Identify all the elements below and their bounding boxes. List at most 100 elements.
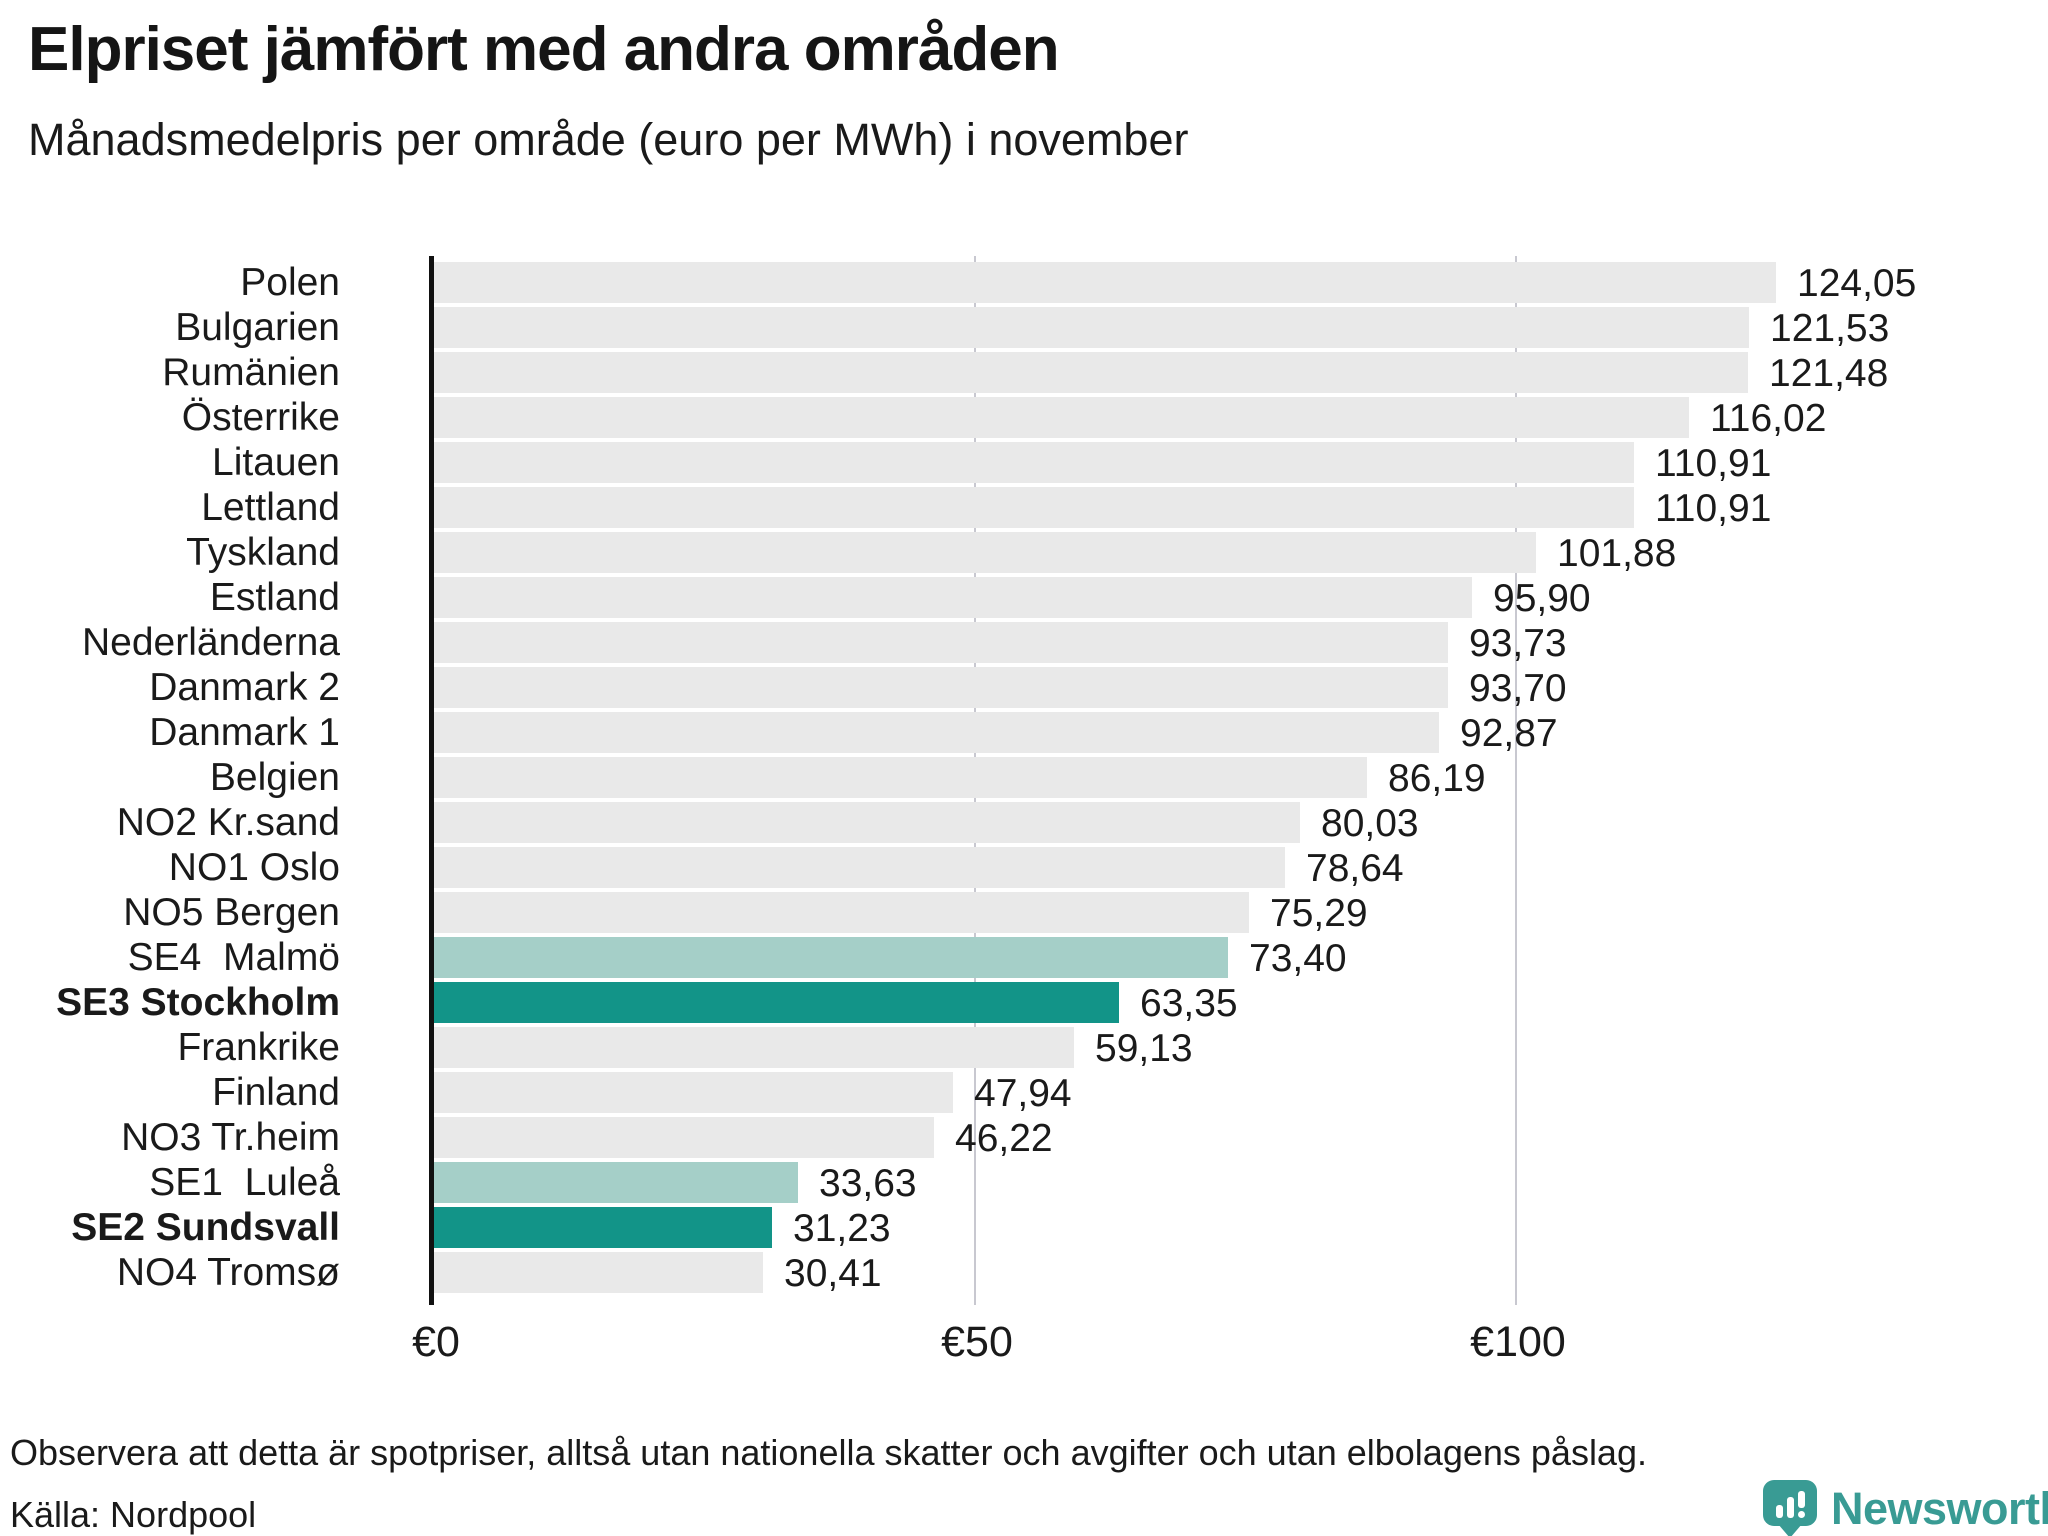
bar-row: NO4 Tromsø 30,41 xyxy=(0,1250,2048,1295)
category-label: Polen xyxy=(240,261,340,304)
newsworthy-pin-icon xyxy=(1763,1480,1817,1536)
bar xyxy=(434,757,1367,798)
bar-row: NO1 Oslo 78,64 xyxy=(0,845,2048,890)
bar xyxy=(434,892,1249,933)
bar-row: SE2 Sundsvall 31,23 xyxy=(0,1205,2048,1250)
chart-footnote: Observera att detta är spotpriser, allts… xyxy=(10,1432,1647,1473)
bar xyxy=(434,397,1689,438)
bar xyxy=(434,487,1634,528)
category-label: Tyskland xyxy=(186,531,340,574)
value-label: 46,22 xyxy=(955,1117,1053,1160)
value-label: 93,70 xyxy=(1469,667,1567,710)
category-label: Finland xyxy=(212,1071,340,1114)
bar-row: SE3 Stockholm 63,35 xyxy=(0,980,2048,1025)
bar-row: Litauen 110,91 xyxy=(0,440,2048,485)
logo-bar-icon xyxy=(1775,1505,1783,1518)
bar-row: NO5 Bergen 75,29 xyxy=(0,890,2048,935)
category-label: Österrike xyxy=(181,396,340,439)
bar xyxy=(434,532,1536,573)
source-attribution: Källa: Nordpool xyxy=(10,1494,257,1535)
category-label: SE3 Stockholm xyxy=(56,981,340,1024)
category-label: Estland xyxy=(209,576,340,619)
bar-row: Belgien 86,19 xyxy=(0,755,2048,800)
value-label: 75,29 xyxy=(1270,892,1368,935)
bar-row: SE1 Luleå 33,63 xyxy=(0,1160,2048,1205)
category-label: Litauen xyxy=(212,441,340,484)
bar-row: Danmark 2 93,70 xyxy=(0,665,2048,710)
logo-bar-icon xyxy=(1786,1497,1794,1518)
category-label: SE2 Sundsvall xyxy=(71,1206,340,1249)
category-label: NO1 Oslo xyxy=(168,846,340,889)
bar-row: Estland 95,90 xyxy=(0,575,2048,620)
category-label: NO2 Kr.sand xyxy=(116,801,340,844)
category-label: Danmark 2 xyxy=(149,666,340,709)
bar xyxy=(434,577,1472,618)
gridline xyxy=(1515,256,1517,1305)
bar xyxy=(434,802,1300,843)
bar xyxy=(434,1027,1074,1068)
bar-row: Rumänien 121,48 xyxy=(0,350,2048,395)
bar xyxy=(434,262,1776,303)
category-label: Lettland xyxy=(201,486,340,529)
bar-row: Danmark 1 92,87 xyxy=(0,710,2048,755)
value-label: 121,53 xyxy=(1770,307,1890,350)
bar-row: Lettland 110,91 xyxy=(0,485,2048,530)
value-label: 30,41 xyxy=(784,1252,882,1295)
value-label: 116,02 xyxy=(1710,397,1827,440)
value-label: 33,63 xyxy=(819,1162,917,1205)
chart-title: Elpriset jämfört med andra områden xyxy=(28,15,1060,84)
bar xyxy=(434,442,1634,483)
bar xyxy=(434,982,1119,1023)
value-label: 78,64 xyxy=(1306,847,1404,890)
category-label: Frankrike xyxy=(177,1026,340,1069)
bar-row: Finland 47,94 xyxy=(0,1070,2048,1115)
bar xyxy=(434,937,1228,978)
value-label: 93,73 xyxy=(1469,622,1567,665)
category-label: Danmark 1 xyxy=(149,711,340,754)
category-label: SE4 Malmö xyxy=(127,936,340,979)
category-label: NO4 Tromsø xyxy=(116,1251,340,1294)
bar-row: Polen 124,05 xyxy=(0,260,2048,305)
category-label: SE1 Luleå xyxy=(149,1161,340,1204)
bar-row: Nederländerna 93,73 xyxy=(0,620,2048,665)
value-label: 92,87 xyxy=(1460,712,1558,755)
value-label: 86,19 xyxy=(1388,757,1486,800)
bar xyxy=(434,1252,763,1293)
bar xyxy=(434,1162,798,1203)
bar-row: NO3 Tr.heim 46,22 xyxy=(0,1115,2048,1160)
value-label: 73,40 xyxy=(1249,937,1347,980)
bar-row: Österrike 116,02 xyxy=(0,395,2048,440)
bar xyxy=(434,712,1439,753)
y-axis-line xyxy=(429,256,434,1305)
bar-row: Frankrike 59,13 xyxy=(0,1025,2048,1070)
category-label: Belgien xyxy=(209,756,340,799)
category-label: NO3 Tr.heim xyxy=(121,1116,340,1159)
value-label: 121,48 xyxy=(1769,352,1889,395)
bar xyxy=(434,1072,953,1113)
value-label: 31,23 xyxy=(793,1207,891,1250)
x-axis-tick-label: €50 xyxy=(941,1318,1013,1366)
bar xyxy=(434,1207,772,1248)
newsworthy-wordmark: Newsworthy xyxy=(1831,1483,2048,1534)
category-label: NO5 Bergen xyxy=(123,891,340,934)
value-label: 95,90 xyxy=(1493,577,1591,620)
bar xyxy=(434,1117,934,1158)
bar xyxy=(434,352,1748,393)
value-label: 63,35 xyxy=(1140,982,1238,1025)
value-label: 80,03 xyxy=(1321,802,1419,845)
bar-row: NO2 Kr.sand 80,03 xyxy=(0,800,2048,845)
category-label: Nederländerna xyxy=(81,621,340,664)
x-axis-tick-label: €100 xyxy=(1470,1318,1566,1366)
bar-chart-plot-area: Polen 124,05 Bulgarien 121,53 Rumänien 121,48… xyxy=(0,256,2048,1305)
category-label: Bulgarien xyxy=(175,306,340,349)
bar xyxy=(434,307,1749,348)
value-label: 101,88 xyxy=(1557,532,1677,575)
category-label: Rumänien xyxy=(162,351,340,394)
bar-row: Bulgarien 121,53 xyxy=(0,305,2048,350)
bar-row: SE4 Malmö 73,40 xyxy=(0,935,2048,980)
value-label: 59,13 xyxy=(1095,1027,1193,1070)
bar xyxy=(434,622,1448,663)
bar-row: Tyskland 101,88 xyxy=(0,530,2048,575)
bar xyxy=(434,667,1448,708)
